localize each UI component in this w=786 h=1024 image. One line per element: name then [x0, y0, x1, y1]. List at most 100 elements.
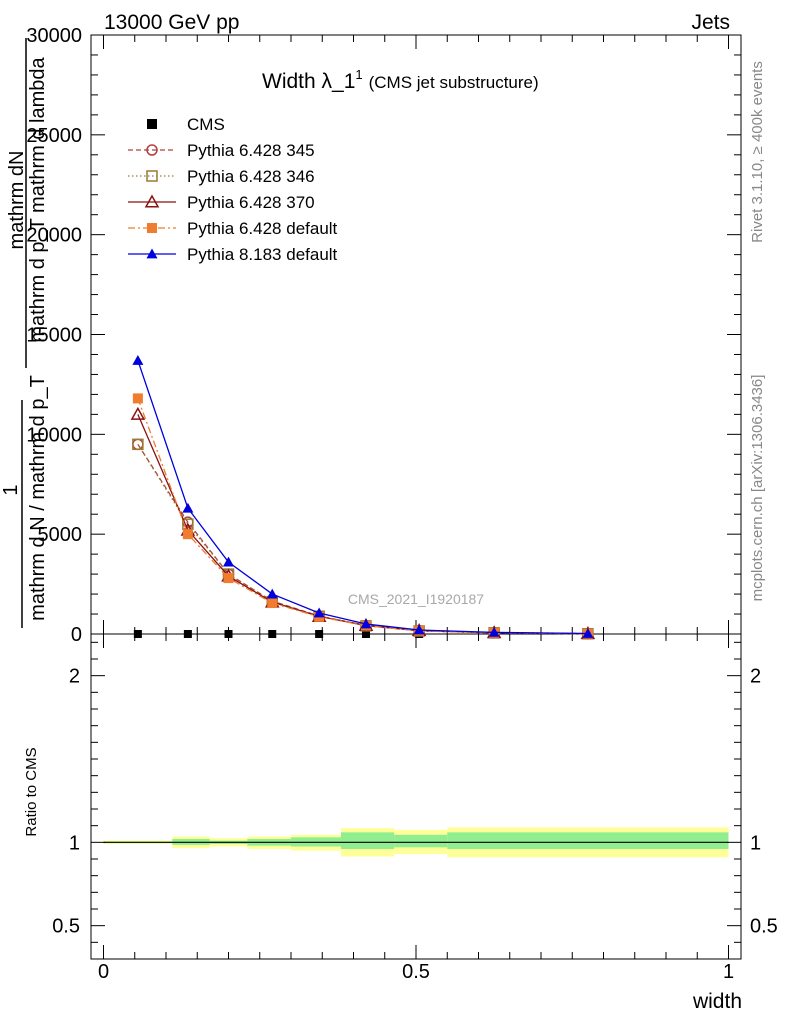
legend-marker: [147, 119, 157, 129]
x-tick-label: 0: [98, 961, 109, 983]
data-point: [130, 406, 146, 420]
legend-marker: [146, 248, 158, 259]
legend-label: CMS: [187, 115, 225, 134]
y-label-numerator-1: mathrm dN: [6, 151, 28, 250]
data-point-shape: [362, 630, 370, 638]
data-point-shape: [224, 630, 233, 638]
x-axis-label: width: [692, 990, 742, 1013]
ratio-y-tick-label-right: 0.5: [750, 916, 778, 938]
data-point: [182, 502, 194, 513]
series-pythia-6-428-345: [132, 438, 594, 640]
data-point: [223, 556, 234, 567]
data-point: [223, 573, 234, 584]
data-point: [267, 598, 278, 609]
data-point: [268, 630, 277, 638]
legend-label: Pythia 6.428 default: [187, 219, 338, 238]
plot-title: Width λ_11 (CMS jet substructure): [262, 67, 539, 93]
data-point: [266, 588, 278, 599]
legend: CMS Pythia 6.428 345 Pythia 6.428 346 Pythi…: [128, 115, 338, 264]
legend-entry: CMS: [147, 115, 225, 134]
data-point-shape: [133, 630, 142, 638]
legend-marker: [146, 170, 158, 182]
data-point: [182, 529, 193, 540]
data-point: [224, 630, 233, 638]
y-tick-label: 15000: [26, 325, 82, 347]
ratio-y-tick-label: 0.5: [52, 916, 80, 938]
y-tick-label: 5000: [38, 524, 83, 546]
plot-title-subtitle: (CMS jet substructure): [369, 73, 539, 92]
data-point: [413, 624, 425, 635]
data-point: [362, 630, 370, 638]
legend-entry: Pythia 6.428 370: [128, 193, 315, 212]
data-point-shape: [582, 628, 594, 638]
ratio-y-label: Ratio to CMS: [23, 747, 40, 836]
data-point-shape: [413, 624, 425, 635]
data-point: [132, 354, 144, 365]
ratio-inner-band: [341, 832, 395, 849]
legend-marker-shape: [146, 170, 158, 182]
x-tick-label: 0.5: [402, 961, 430, 983]
y-label-denominator-2: mathrm d N / mathrm d p_T: [27, 375, 49, 621]
data-point-shape: [267, 598, 278, 609]
y-label-numerator-2: 1: [0, 484, 22, 495]
legend-entry: Pythia 8.183 default: [128, 245, 338, 264]
legend-entry: Pythia 6.428 345: [128, 141, 315, 160]
legend-marker-shape: [144, 194, 160, 208]
ratio-panel-frame: [90, 633, 742, 960]
ratio-inner-band: [447, 832, 729, 849]
legend-label: Pythia 6.428 370: [187, 193, 315, 212]
y-tick-label: 10000: [26, 424, 82, 446]
side-label-rivet: Rivet 3.1.10, ≥ 400k events: [749, 61, 766, 243]
data-point-shape: [223, 573, 234, 584]
side-label-mcplots: mcplots.cern.ch [arXiv:1306.3436]: [749, 375, 766, 602]
legend-marker: [147, 223, 157, 233]
analysis-watermark: CMS_2021_I1920187: [348, 591, 484, 607]
legend-marker-shape: [147, 119, 157, 129]
data-point-shape: [130, 406, 146, 420]
y-label-denominator-1: mathrm d p_T mathrm d lambda: [27, 56, 49, 342]
y-tick-label: 25000: [26, 125, 82, 147]
series-layer: [130, 354, 596, 640]
ratio-y-tick-label: 2: [69, 666, 80, 688]
data-point-shape: [315, 630, 324, 638]
data-point-shape: [132, 354, 144, 365]
legend-marker-shape: [146, 248, 158, 259]
data-point: [488, 626, 500, 637]
plot-title-superscript: 1: [355, 67, 362, 82]
data-point-shape: [132, 438, 144, 451]
legend-label: Pythia 6.428 346: [187, 167, 315, 186]
y-tick-label: 0: [71, 624, 82, 646]
legend-marker: [144, 194, 160, 208]
data-point: [183, 630, 192, 638]
data-point-shape: [488, 626, 500, 637]
ratio-axis-ticks: 0.5 0.5 1 1 2 2 0 0.5 1: [52, 634, 778, 983]
legend-entry: Pythia 6.428 346: [128, 167, 315, 186]
data-point: [315, 630, 324, 638]
data-point: [132, 393, 143, 404]
data-point-shape: [132, 393, 143, 404]
data-point: [582, 628, 594, 638]
data-point-shape: [268, 630, 277, 638]
data-point-shape: [223, 556, 234, 567]
legend-marker: [146, 144, 158, 156]
x-tick-label: 1: [723, 961, 734, 983]
ratio-y-tick-label-right: 1: [750, 832, 761, 854]
series-pythia-8-183-default: [132, 354, 594, 638]
data-point: [133, 630, 142, 638]
ratio-y-tick-label-right: 2: [750, 666, 761, 688]
y-tick-label: 20000: [26, 225, 82, 247]
data-point: [360, 618, 372, 629]
data-point: [313, 607, 325, 618]
ratio-y-tick-label: 1: [69, 832, 80, 854]
y-tick-label: 30000: [26, 25, 82, 47]
y-axis-label: mathrm dN mathrm d p_T mathrm d lambda 1…: [0, 38, 49, 628]
series-pythia-6-428-346: [132, 438, 594, 640]
data-point-shape: [182, 502, 194, 513]
ratio-inner-band: [394, 834, 448, 848]
data-point: [132, 438, 144, 451]
legend-label: Pythia 8.183 default: [187, 245, 338, 264]
legend-marker-shape: [147, 223, 157, 233]
data-point-shape: [183, 630, 192, 638]
data-point-shape: [182, 529, 193, 540]
